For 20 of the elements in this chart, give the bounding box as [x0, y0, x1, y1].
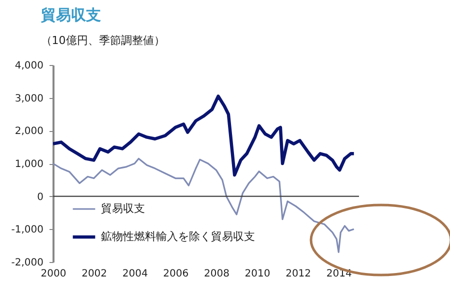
legend-label: 鉱物性燃料輸入を除く貿易収支 — [101, 230, 255, 243]
y-tick-label: -1,000 — [11, 224, 44, 236]
x-tick-label: 2010 — [244, 268, 270, 280]
x-tick-label: 2004 — [122, 268, 148, 280]
y-tick-label: 2,000 — [14, 126, 44, 138]
x-tick-label: 2012 — [286, 268, 312, 280]
y-tick-label: 4,000 — [14, 60, 44, 72]
y-tick-label: 1,000 — [14, 159, 44, 170]
chart-subtitle: （10億円、季節調整値） — [40, 34, 165, 47]
x-tick-label: 2000 — [40, 268, 66, 280]
line-series — [53, 158, 355, 253]
y-tick-label: 3,000 — [14, 93, 44, 104]
x-tick-label: 2008 — [204, 268, 230, 280]
line-series — [53, 94, 356, 177]
chart-title: 貿易収支 — [40, 6, 101, 24]
y-tick-label: 0 — [37, 192, 44, 203]
x-tick-label: 2006 — [163, 268, 189, 280]
legend-label: 貿易収支 — [101, 202, 145, 215]
x-tick-label: 2002 — [82, 268, 108, 280]
y-tick-label: -2,000 — [11, 258, 44, 268]
